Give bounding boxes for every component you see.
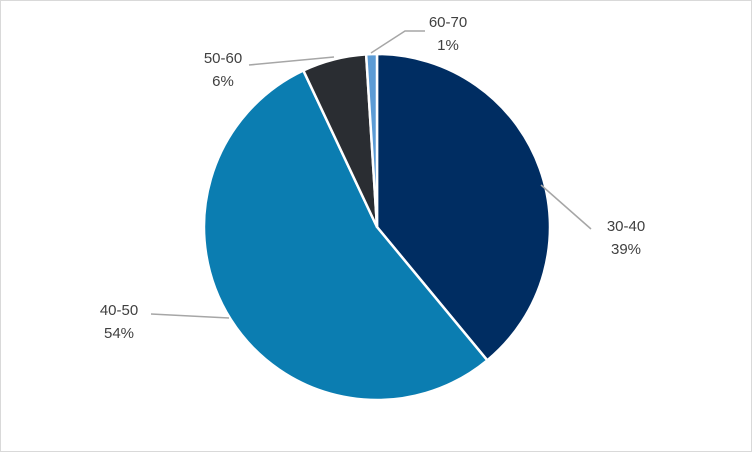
data-label-percent: 6% [212, 73, 234, 90]
data-label-category: 60-70 [429, 14, 467, 31]
pie-slice-40-50[interactable] [202, 69, 489, 402]
data-label-category: 40-50 [100, 302, 138, 319]
pie-slice-30-40[interactable] [375, 52, 552, 362]
data-label-percent: 54% [104, 325, 134, 342]
data-label-percent: 39% [611, 241, 641, 258]
data-label-category: 30-40 [607, 218, 645, 235]
data-label-percent: 1% [437, 37, 459, 54]
leader-line [150, 313, 230, 319]
data-label-category: 50-60 [204, 50, 242, 67]
leader-line [540, 184, 592, 230]
leader-line [248, 56, 335, 66]
pie-slice-60-70[interactable] [364, 52, 379, 229]
leader-line [370, 30, 425, 54]
